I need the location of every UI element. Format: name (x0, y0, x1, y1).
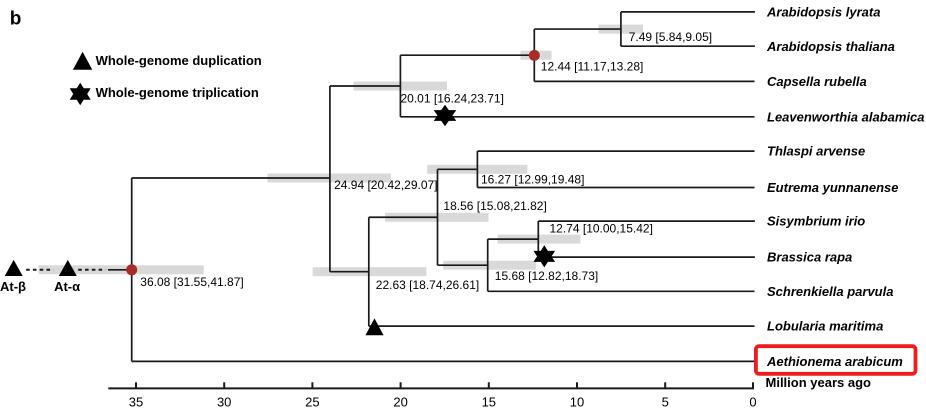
svg-text:Arabidopsis thaliana: Arabidopsis thaliana (766, 39, 895, 54)
svg-text:25: 25 (305, 395, 319, 410)
svg-text:24.94 [20.42,29.07]: 24.94 [20.42,29.07] (334, 178, 437, 192)
svg-text:Arabidopsis lyrata: Arabidopsis lyrata (766, 5, 880, 20)
svg-text:16.27 [12.99,19.48]: 16.27 [12.99,19.48] (481, 172, 584, 186)
svg-text:20: 20 (393, 395, 407, 410)
svg-text:30: 30 (217, 395, 231, 410)
svg-text:Brassica rapa: Brassica rapa (767, 250, 852, 265)
svg-text:0: 0 (749, 395, 756, 410)
svg-text:18.56 [15.08,21.82]: 18.56 [15.08,21.82] (443, 199, 546, 213)
svg-text:7.49 [5.84,9.05]: 7.49 [5.84,9.05] (629, 30, 712, 44)
svg-text:12.74 [10.00,15.42]: 12.74 [10.00,15.42] (550, 221, 653, 235)
svg-text:20.01 [16.24,23.71]: 20.01 [16.24,23.71] (401, 92, 504, 106)
svg-text:15: 15 (482, 395, 496, 410)
svg-text:Thlaspi arvense: Thlaspi arvense (767, 144, 865, 159)
svg-text:12.44 [11.17,13.28]: 12.44 [11.17,13.28] (541, 60, 644, 74)
svg-text:5: 5 (662, 395, 669, 410)
svg-text:35: 35 (129, 395, 143, 410)
svg-text:Schrenkiella parvula: Schrenkiella parvula (767, 284, 893, 299)
svg-text:At-α: At-α (54, 279, 80, 294)
svg-text:Eutrema yunnanense: Eutrema yunnanense (767, 180, 899, 195)
svg-text:Whole-genome triplication: Whole-genome triplication (96, 85, 259, 100)
svg-text:Lobularia maritima: Lobularia maritima (767, 319, 883, 334)
svg-text:Leavenworthia alabamica: Leavenworthia alabamica (767, 109, 925, 124)
svg-text:Aethionema arabicum: Aethionema arabicum (766, 354, 903, 369)
svg-text:15.68 [12.82,18.73]: 15.68 [12.82,18.73] (495, 269, 598, 283)
svg-text:22.63 [18.74,26.61]: 22.63 [18.74,26.61] (376, 278, 479, 292)
svg-text:Million years ago: Million years ago (766, 375, 872, 390)
svg-text:b: b (10, 8, 22, 29)
svg-text:36.08 [31.55,41.87]: 36.08 [31.55,41.87] (140, 275, 243, 289)
svg-text:Capsella rubella: Capsella rubella (767, 74, 867, 89)
svg-text:Whole-genome duplication: Whole-genome duplication (96, 53, 262, 68)
svg-text:Sisymbrium irio: Sisymbrium irio (767, 214, 865, 229)
svg-text:10: 10 (570, 395, 584, 410)
svg-text:At-β: At-β (0, 279, 26, 294)
